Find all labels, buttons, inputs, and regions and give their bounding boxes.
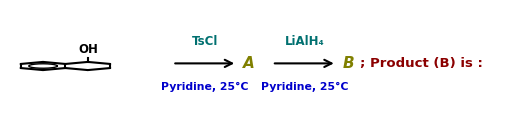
- Text: Pyridine, 25°C: Pyridine, 25°C: [161, 82, 248, 92]
- Text: OH: OH: [78, 43, 98, 56]
- Text: TsCl: TsCl: [191, 35, 218, 48]
- Text: ; Product (B) is :: ; Product (B) is :: [360, 57, 483, 70]
- Text: A: A: [243, 56, 255, 71]
- Text: B: B: [343, 56, 354, 71]
- Text: LiAlH₄: LiAlH₄: [284, 35, 324, 48]
- Text: Pyridine, 25°C: Pyridine, 25°C: [261, 82, 348, 92]
